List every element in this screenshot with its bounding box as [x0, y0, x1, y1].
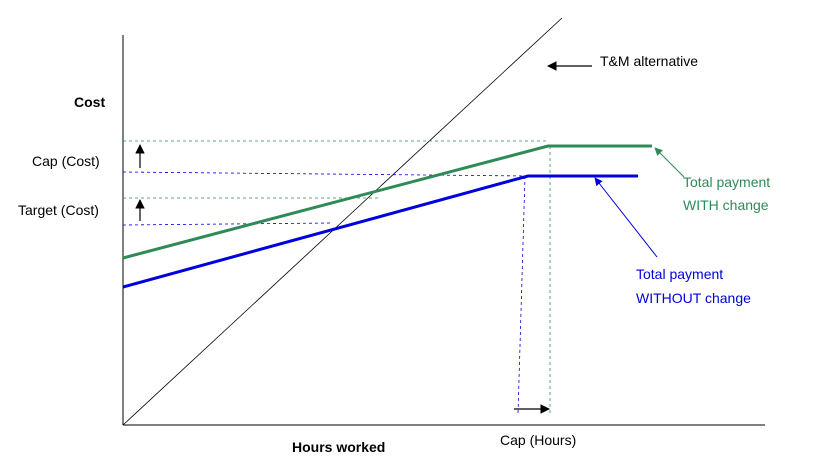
target-cost-label: Target (Cost)	[18, 202, 99, 218]
with-change-line	[122, 144, 652, 260]
with-change-label-line2: WITH change	[683, 197, 769, 213]
cap-hours-label: Cap (Hours)	[500, 432, 576, 448]
without-change-line	[122, 174, 638, 289]
target-cost-guide-blue	[122, 222, 334, 226]
x-axis-label: Hours worked	[292, 439, 385, 455]
with-change-callout-arrow	[654, 147, 685, 178]
tm-alternative-line	[122, 17, 563, 426]
cap-hours-guide-blue	[517, 175, 526, 415]
with-change-label-line1: Total payment	[683, 174, 770, 190]
cap-cost-guide-blue	[122, 171, 529, 177]
y-axis-label: Cost	[74, 94, 105, 110]
without-change-label-line1: Total payment	[636, 266, 723, 282]
cap-cost-label: Cap (Cost)	[32, 153, 100, 169]
without-change-label-line2: WITHOUT change	[636, 290, 751, 306]
without-change-callout-arrow	[594, 177, 658, 258]
tm-alternative-label: T&M alternative	[600, 53, 698, 69]
